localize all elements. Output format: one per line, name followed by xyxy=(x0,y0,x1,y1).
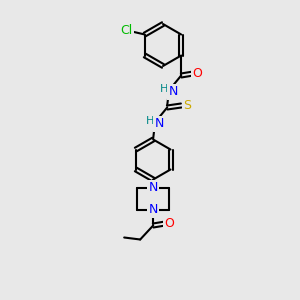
Text: H: H xyxy=(160,83,168,94)
Text: O: O xyxy=(164,217,174,230)
Text: Cl: Cl xyxy=(121,24,133,37)
Text: S: S xyxy=(183,99,191,112)
Text: O: O xyxy=(192,67,202,80)
Text: N: N xyxy=(148,203,158,216)
Text: N: N xyxy=(154,117,164,130)
Text: H: H xyxy=(146,116,154,125)
Text: N: N xyxy=(148,181,158,194)
Text: N: N xyxy=(169,85,178,98)
